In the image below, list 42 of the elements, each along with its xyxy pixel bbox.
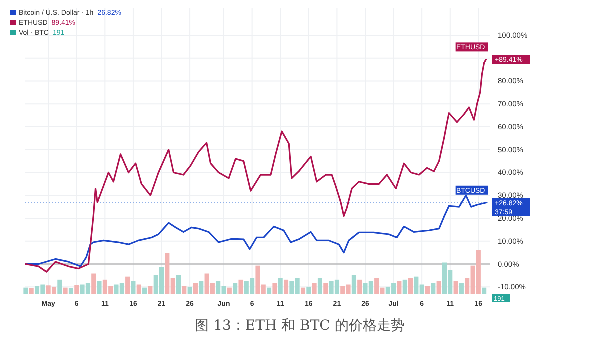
bar <box>131 281 136 294</box>
bar <box>92 274 96 294</box>
bar <box>425 286 430 294</box>
bar <box>29 288 34 294</box>
bar <box>188 286 192 294</box>
bar <box>238 280 244 294</box>
bar <box>272 283 278 294</box>
bar <box>233 283 238 294</box>
bar <box>199 281 204 294</box>
bar <box>284 280 289 294</box>
bar <box>148 286 153 294</box>
bar <box>358 280 362 294</box>
bar <box>142 288 148 294</box>
bar <box>176 275 182 294</box>
bar <box>306 286 312 294</box>
bar <box>300 288 306 294</box>
bar <box>227 288 232 294</box>
bar <box>436 281 442 294</box>
bar <box>58 280 62 294</box>
bar <box>408 278 414 294</box>
bar <box>459 283 464 294</box>
bar <box>267 288 272 294</box>
bar <box>74 285 80 294</box>
bar <box>193 283 198 294</box>
text: 图 13：ETH 和 BTC 的价格走势 <box>195 318 405 334</box>
bar <box>402 280 408 294</box>
bar <box>182 286 187 294</box>
bar <box>431 283 436 294</box>
bar <box>352 275 356 294</box>
bar <box>24 288 28 294</box>
bar <box>68 288 74 294</box>
bar <box>126 276 130 294</box>
bar <box>97 281 102 294</box>
bar <box>482 288 487 294</box>
bar <box>318 278 322 294</box>
bar <box>324 283 328 294</box>
bar <box>397 281 402 294</box>
bar <box>278 278 283 294</box>
bar <box>63 288 68 294</box>
bar <box>312 283 317 294</box>
bar <box>454 281 458 294</box>
bar <box>136 284 142 294</box>
